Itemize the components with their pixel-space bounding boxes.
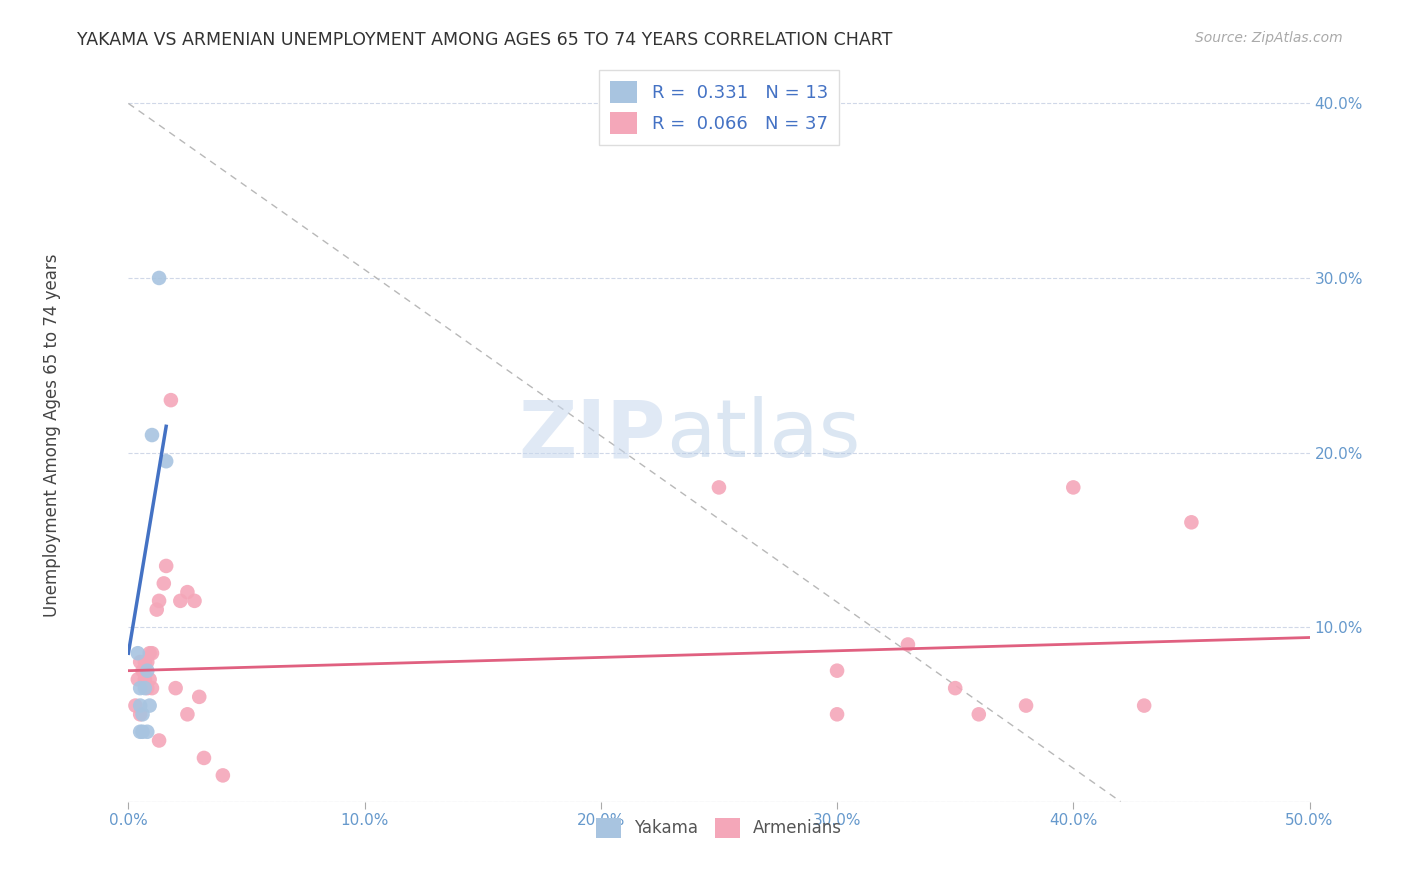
Point — [193, 751, 215, 765]
Text: ZIP: ZIP — [519, 396, 666, 474]
Point — [1180, 516, 1202, 530]
Legend: Yakama, Armenians: Yakama, Armenians — [589, 811, 849, 845]
Point — [155, 454, 177, 468]
Point — [943, 681, 966, 695]
Point — [707, 480, 730, 494]
Point — [131, 724, 153, 739]
Point — [127, 673, 149, 687]
Point — [155, 558, 177, 573]
Point — [967, 707, 990, 722]
Point — [136, 664, 159, 678]
Point — [136, 681, 159, 695]
Point — [212, 768, 235, 782]
Point — [165, 681, 187, 695]
Y-axis label: Unemployment Among Ages 65 to 74 years: Unemployment Among Ages 65 to 74 years — [44, 253, 60, 616]
Point — [148, 271, 170, 285]
Point — [131, 707, 153, 722]
Point — [1015, 698, 1038, 713]
Point — [127, 646, 149, 660]
Point — [129, 698, 152, 713]
Point — [134, 681, 156, 695]
Point — [169, 594, 191, 608]
Point — [124, 698, 146, 713]
Point — [188, 690, 211, 704]
Point — [136, 655, 159, 669]
Point — [134, 673, 156, 687]
Point — [148, 733, 170, 747]
Point — [129, 724, 152, 739]
Point — [897, 638, 920, 652]
Text: Source: ZipAtlas.com: Source: ZipAtlas.com — [1195, 31, 1343, 45]
Point — [141, 646, 163, 660]
Point — [131, 664, 153, 678]
Point — [148, 594, 170, 608]
Point — [138, 673, 160, 687]
Point — [134, 655, 156, 669]
Point — [129, 681, 152, 695]
Point — [138, 646, 160, 660]
Point — [141, 681, 163, 695]
Point — [153, 576, 176, 591]
Point — [176, 707, 198, 722]
Point — [176, 585, 198, 599]
Point — [160, 393, 183, 408]
Point — [138, 698, 160, 713]
Point — [141, 428, 163, 442]
Point — [136, 724, 159, 739]
Point — [825, 664, 848, 678]
Point — [183, 594, 205, 608]
Point — [1062, 480, 1084, 494]
Point — [129, 707, 152, 722]
Point — [145, 602, 167, 616]
Point — [1133, 698, 1156, 713]
Text: YAKAMA VS ARMENIAN UNEMPLOYMENT AMONG AGES 65 TO 74 YEARS CORRELATION CHART: YAKAMA VS ARMENIAN UNEMPLOYMENT AMONG AG… — [77, 31, 893, 49]
Point — [129, 655, 152, 669]
Point — [825, 707, 848, 722]
Text: atlas: atlas — [666, 396, 860, 474]
